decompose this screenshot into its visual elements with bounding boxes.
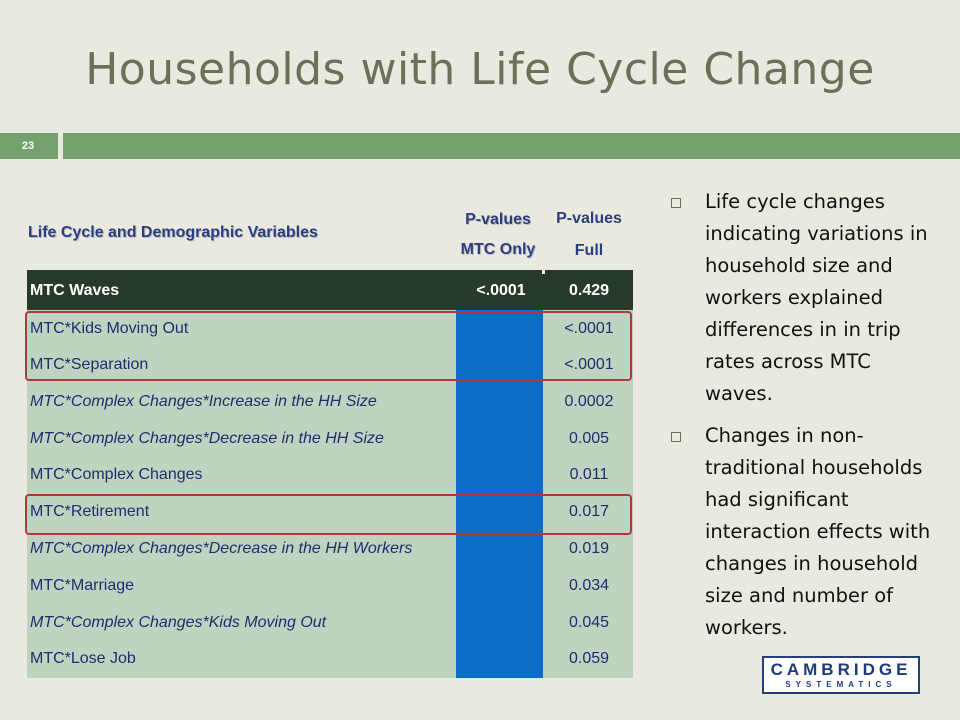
- square-bullet-icon: [671, 198, 681, 208]
- table-header-full: P-values Full: [545, 203, 633, 267]
- table-header-mtc-only: P-values MTC Only: [452, 205, 544, 265]
- row-value-full: <.0001: [564, 320, 614, 337]
- highlight-box-kids-separation: [25, 311, 632, 381]
- row-label: MTC*Complex Changes: [30, 466, 203, 483]
- table-row: MTC*Lose Job 0.059: [27, 641, 633, 677]
- slide-title: Households with Life Cycle Change: [85, 44, 875, 95]
- logo-line1: CAMBRIDGE: [770, 660, 912, 679]
- row-gap: [542, 270, 545, 274]
- table-header-full-line1: P-values: [556, 210, 622, 227]
- row-label: MTC*Marriage: [30, 577, 135, 594]
- row-label: MTC*Kids Moving Out: [30, 320, 189, 337]
- table-row: MTC*Complex Changes 0.011: [27, 457, 633, 493]
- row-value-full: 0.011: [569, 466, 609, 483]
- table-row: MTC*Separation <.0001: [27, 347, 633, 383]
- row-label: MTC*Separation: [30, 356, 149, 373]
- bullet-text: Life cycle changes indicating variations…: [705, 190, 928, 405]
- row-label: MTC*Complex Changes*Decrease in the HH S…: [30, 430, 384, 447]
- table-row: MTC*Complex Changes*Decrease in the HH S…: [27, 421, 633, 457]
- row-value-full: 0.019: [568, 540, 610, 557]
- cambridge-systematics-logo: CAMBRIDGE SYSTEMATICS: [762, 656, 920, 694]
- table-row: MTC*Complex Changes*Decrease in the HH W…: [27, 531, 633, 567]
- bullet-text: Changes in non-traditional households ha…: [705, 424, 931, 639]
- table-row: MTC*Complex Changes*Kids Moving Out 0.045: [27, 605, 633, 641]
- header-band: [63, 133, 960, 159]
- row-label: MTC Waves: [30, 282, 120, 299]
- square-bullet-icon: [671, 432, 681, 442]
- table-row: MTC*Kids Moving Out <.0001: [27, 311, 633, 347]
- table-row: MTC*Marriage 0.034: [27, 568, 633, 604]
- row-label: MTC*Lose Job: [30, 650, 136, 667]
- row-value-full: 0.429: [568, 282, 610, 299]
- slide-number: 23: [21, 140, 35, 152]
- row-value-full: <.0001: [564, 356, 614, 373]
- row-label: MTC*Complex Changes*Decrease in the HH W…: [30, 540, 413, 557]
- bullet-list: Life cycle changes indicating variations…: [668, 186, 938, 654]
- table-header-mtc-only-line1: P-values: [465, 211, 531, 228]
- row-value-full: 0.034: [568, 577, 610, 594]
- bullet-item: Life cycle changes indicating variations…: [668, 186, 938, 410]
- slide-number-band: [0, 133, 58, 159]
- row-value-full: 0.045: [568, 614, 610, 631]
- row-value-full: 0.0002: [564, 393, 614, 410]
- row-value-full: 0.005: [568, 430, 610, 447]
- table-header-mtc-only-line2: MTC Only: [460, 241, 536, 258]
- row-label: MTC*Complex Changes*Kids Moving Out: [30, 614, 327, 631]
- table-header-variables: Life Cycle and Demographic Variables: [28, 224, 318, 241]
- table-row-mtc-waves: MTC Waves <.0001 0.429: [27, 270, 633, 310]
- table-row: MTC*Retirement 0.017: [27, 494, 633, 530]
- table-header-full-line2: Full: [574, 242, 604, 259]
- bullet-item: Changes in non-traditional households ha…: [668, 420, 938, 644]
- row-label: MTC*Retirement: [30, 503, 150, 520]
- row-value-full: 0.017: [568, 503, 610, 520]
- highlight-box-retirement: [25, 494, 632, 535]
- table-row: MTC*Complex Changes*Increase in the HH S…: [27, 384, 633, 420]
- row-label: MTC*Complex Changes*Increase in the HH S…: [30, 393, 377, 410]
- row-value-full: 0.059: [568, 650, 610, 667]
- row-value-mtc-only: <.0001: [476, 282, 526, 299]
- logo-line2: SYSTEMATICS: [785, 680, 897, 689]
